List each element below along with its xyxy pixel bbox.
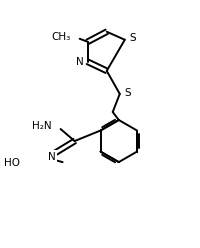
Text: H₂N: H₂N <box>32 121 51 131</box>
Text: S: S <box>124 88 131 98</box>
Text: S: S <box>129 33 136 43</box>
Text: CH₃: CH₃ <box>51 32 70 42</box>
Text: N: N <box>75 57 83 67</box>
Text: N: N <box>47 152 55 162</box>
Text: HO: HO <box>4 158 20 168</box>
